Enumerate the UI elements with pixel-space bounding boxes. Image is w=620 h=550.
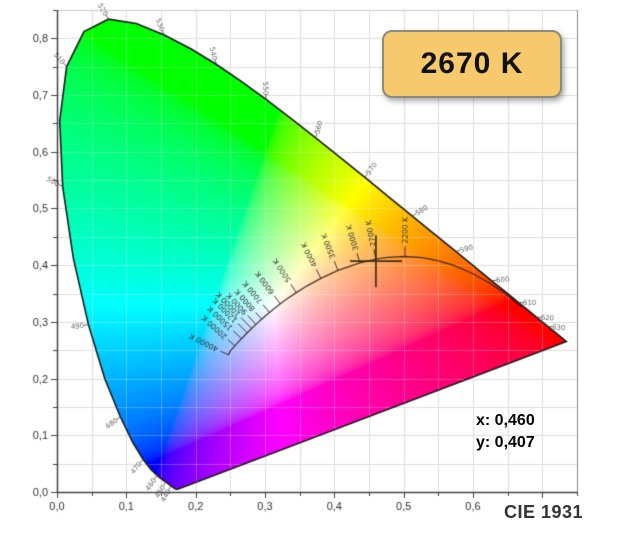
x-coordinate-readout: x: 0,460 bbox=[476, 412, 535, 429]
xy-readout: x: 0,460 y: 0,407 bbox=[476, 410, 535, 454]
cct-value: 2670 K bbox=[420, 47, 524, 80]
y-coordinate-readout: y: 0,407 bbox=[476, 434, 535, 451]
cct-badge: 2670 K bbox=[382, 30, 562, 98]
diagram-standard-label: CIE 1931 bbox=[504, 502, 584, 522]
